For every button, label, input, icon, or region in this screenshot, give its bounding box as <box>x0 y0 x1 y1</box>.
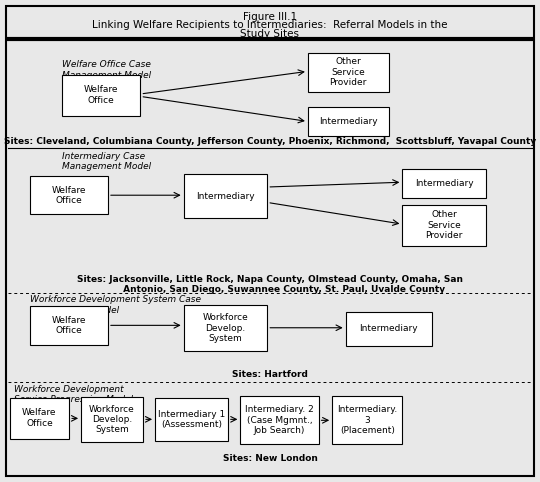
Text: Study Sites: Study Sites <box>240 29 300 39</box>
Text: Welfare
Office: Welfare Office <box>84 85 118 105</box>
FancyBboxPatch shape <box>332 396 402 444</box>
FancyBboxPatch shape <box>240 396 319 444</box>
Text: Intermediary: Intermediary <box>415 179 474 187</box>
Text: Welfare
Office: Welfare Office <box>22 408 57 428</box>
Text: Sites: Jacksonville, Little Rock, Napa County, Olmstead County, Omaha, San
     : Sites: Jacksonville, Little Rock, Napa C… <box>77 275 463 294</box>
Text: Intermediary. 2
(Case Mgmnt.,
Job Search): Intermediary. 2 (Case Mgmnt., Job Search… <box>245 405 314 435</box>
Text: Intermediary: Intermediary <box>360 324 418 333</box>
Text: Welfare
Office: Welfare Office <box>52 186 86 205</box>
FancyBboxPatch shape <box>81 397 143 442</box>
FancyBboxPatch shape <box>30 306 108 345</box>
FancyBboxPatch shape <box>402 169 486 198</box>
Text: Figure III.1: Figure III.1 <box>243 12 297 22</box>
Text: Intermediary Case
Management Model: Intermediary Case Management Model <box>62 152 151 171</box>
Text: Workforce Development System Case
Management Model: Workforce Development System Case Manage… <box>30 295 201 315</box>
Text: Other
Service
Provider: Other Service Provider <box>329 57 367 87</box>
FancyBboxPatch shape <box>10 398 69 439</box>
Text: Sites: Hartford: Sites: Hartford <box>232 370 308 379</box>
Text: Workforce Development
Service Progression Model: Workforce Development Service Progressio… <box>14 385 132 404</box>
Text: Intermediary: Intermediary <box>196 192 255 201</box>
Text: Sites: New London: Sites: New London <box>222 454 318 463</box>
FancyBboxPatch shape <box>184 174 267 218</box>
Text: Workforce
Develop.
System: Workforce Develop. System <box>89 405 135 434</box>
FancyBboxPatch shape <box>62 75 140 116</box>
FancyBboxPatch shape <box>402 205 486 246</box>
Text: Sites: Cleveland, Columbiana County, Jefferson County, Phoenix, Richmond,  Scott: Sites: Cleveland, Columbiana County, Jef… <box>4 136 536 146</box>
FancyBboxPatch shape <box>308 107 389 136</box>
Text: Intermediary: Intermediary <box>319 117 377 126</box>
Text: Intermediary.
3
(Placement): Intermediary. 3 (Placement) <box>337 405 397 435</box>
Text: Workforce
Develop.
System: Workforce Develop. System <box>202 313 248 343</box>
FancyBboxPatch shape <box>30 176 108 214</box>
Text: Welfare Office Case
Management Model: Welfare Office Case Management Model <box>62 60 151 80</box>
FancyBboxPatch shape <box>184 305 267 351</box>
FancyBboxPatch shape <box>308 53 389 92</box>
Text: Linking Welfare Recipients to Intermediaries:  Referral Models in the: Linking Welfare Recipients to Intermedia… <box>92 20 448 30</box>
Text: Intermediary 1
(Assessment): Intermediary 1 (Assessment) <box>158 410 225 429</box>
FancyBboxPatch shape <box>155 398 228 441</box>
FancyBboxPatch shape <box>346 312 432 346</box>
Text: Welfare
Office: Welfare Office <box>52 316 86 335</box>
Text: Other
Service
Provider: Other Service Provider <box>426 211 463 240</box>
